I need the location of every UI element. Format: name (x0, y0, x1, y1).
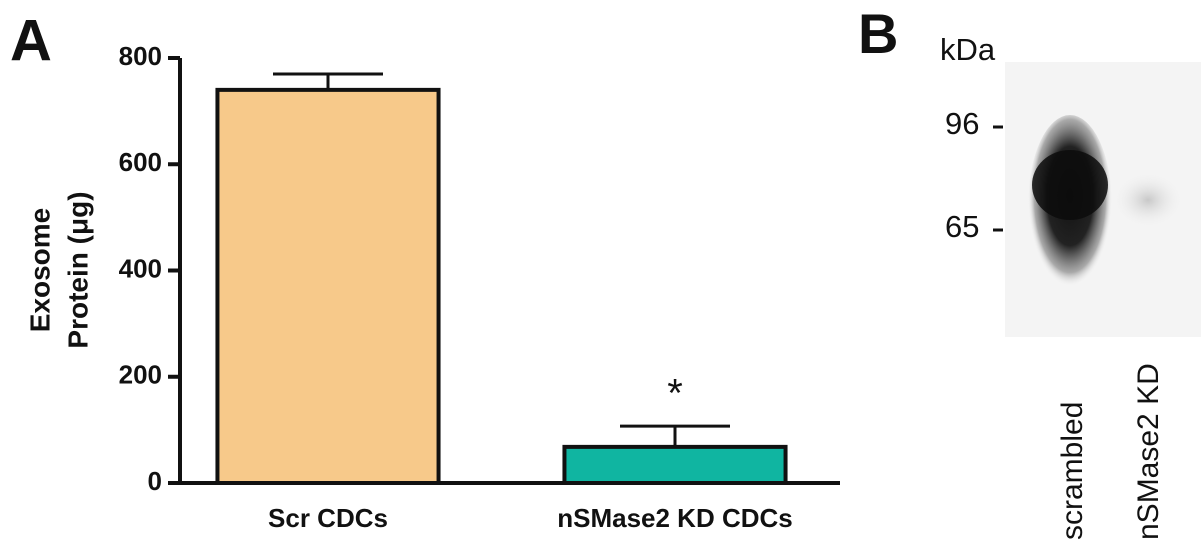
blot-marker: 96 (945, 106, 979, 141)
blot-marker: 65 (945, 209, 979, 244)
lane-label: nSMase2 KD (1132, 363, 1165, 540)
x-tick-label: Scr CDCs (268, 503, 388, 533)
annotation: * (667, 372, 683, 416)
y-tick-label: 400 (119, 253, 162, 283)
lane-label: scrambled (1056, 402, 1089, 540)
blot-unit: kDa (940, 32, 996, 67)
panel-label: A (10, 8, 52, 73)
blot-image (1005, 62, 1201, 337)
y-tick-label: 0 (148, 466, 162, 496)
figure: A B kDa 96 65 scrambled nSMase2 KD Exoso… (0, 0, 1201, 542)
panel-label: B (858, 2, 898, 65)
y-tick-label: 200 (119, 360, 162, 390)
y-tick-label: 800 (119, 41, 162, 71)
bar (217, 90, 438, 483)
x-tick-label: nSMase2 KD CDCs (557, 503, 793, 533)
y-axis-label: Protein (μg) (62, 191, 93, 348)
bar (564, 447, 785, 483)
y-axis-label: Exosome (24, 208, 55, 333)
y-tick-label: 600 (119, 147, 162, 177)
